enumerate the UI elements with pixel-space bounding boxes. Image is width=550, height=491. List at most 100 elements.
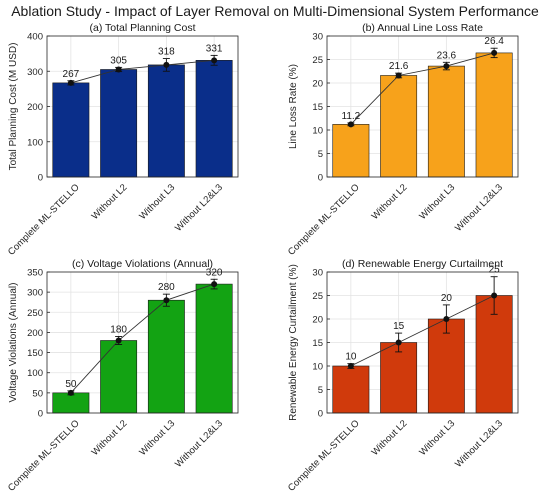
panel-1-y-axis-label: Total Planning Cost (M USD) bbox=[8, 43, 19, 171]
panel-4-y-tick-label: 5 bbox=[318, 385, 323, 396]
panel-4-bar bbox=[475, 295, 513, 414]
panel-2-y-tick-label: 30 bbox=[312, 32, 323, 43]
panel-3-y-axis-label: Voltage Violations (Annual) bbox=[8, 283, 19, 403]
panel-4-x-tick-label: Without L2 bbox=[370, 418, 410, 458]
panel-1-y-tick-label: 100 bbox=[27, 137, 43, 148]
panel-3-data-point bbox=[115, 337, 122, 344]
panel-3-y-tick-label: 150 bbox=[27, 348, 43, 359]
panel-3-value-label: 320 bbox=[206, 267, 223, 278]
panel-2-bar bbox=[427, 65, 465, 178]
panel-4-x-tick-label: Without L2&L3 bbox=[453, 418, 505, 470]
panel-2-x-tick-label: Without L2 bbox=[370, 182, 410, 222]
panel-3-value-label: 180 bbox=[110, 324, 127, 335]
panel-2-value-label: 23.6 bbox=[437, 50, 457, 61]
panel-4-value-label: 15 bbox=[393, 321, 405, 332]
panel-1-bar bbox=[100, 69, 138, 178]
panel-4-y-tick-label: 0 bbox=[318, 409, 323, 420]
panel-1-y-tick-label: 300 bbox=[27, 67, 43, 78]
panel-2-data-point bbox=[395, 72, 402, 79]
panel-4-axes-frame bbox=[326, 271, 519, 414]
panel-1-x-tick-label: Without L3 bbox=[137, 182, 177, 222]
panel-4-value-label: 20 bbox=[441, 293, 453, 304]
panel-3-y-tick-label: 200 bbox=[27, 328, 43, 339]
panel-2-title: (b) Annual Line Loss Rate bbox=[362, 22, 483, 34]
panel-4-value-label: 10 bbox=[345, 352, 357, 363]
panel-3-data-point bbox=[67, 389, 74, 396]
panel-1-y-tick-label: 0 bbox=[38, 173, 43, 184]
panel-4-data-point bbox=[491, 292, 498, 299]
panel-1-bar bbox=[52, 82, 90, 178]
panel-2-bar bbox=[475, 52, 513, 178]
panel-2-y-tick-label: 0 bbox=[318, 173, 323, 184]
panel-4-x-tick-label: Complete ML-STELLO bbox=[286, 418, 362, 491]
panel-4-data-point bbox=[395, 339, 402, 346]
panel-1-value-label: 331 bbox=[206, 43, 223, 54]
panel-1-x-tick-label: Complete ML-STELLO bbox=[6, 182, 82, 258]
panel-1-x-tick-label: Without L2 bbox=[90, 182, 130, 222]
panel-3-bar bbox=[147, 299, 185, 414]
panel-4-y-tick-label: 10 bbox=[312, 362, 323, 373]
panel-3-title: (c) Voltage Violations (Annual) bbox=[72, 258, 213, 270]
panel-2-trend-line bbox=[350, 52, 495, 125]
panel-3-y-tick-label: 300 bbox=[27, 288, 43, 299]
panel-4-x-tick-label: Without L3 bbox=[417, 418, 457, 458]
panel-2-data-point bbox=[491, 49, 498, 56]
figure-title: Ablation Study - Impact of Layer Removal… bbox=[11, 3, 539, 19]
panel-4-trend-line bbox=[350, 295, 495, 367]
panel-2-bar bbox=[380, 75, 418, 178]
panel-1-value-label: 267 bbox=[63, 69, 80, 80]
panel-1-data-point bbox=[115, 66, 122, 73]
panel-3-x-tick-label: Without L2&L3 bbox=[173, 418, 225, 470]
panel-2-value-label: 21.6 bbox=[389, 61, 409, 72]
panel-3-x-tick-label: Without L2 bbox=[90, 418, 130, 458]
panel-2-y-tick-label: 10 bbox=[312, 126, 323, 137]
panel-3-bar bbox=[195, 283, 233, 414]
panel-4-data-point bbox=[443, 316, 450, 322]
panel-4-y-tick-label: 20 bbox=[312, 315, 323, 326]
panel-4-y-tick-label: 15 bbox=[312, 338, 323, 349]
panel-1-axes-frame bbox=[46, 35, 239, 178]
panel-2-y-tick-label: 5 bbox=[318, 149, 323, 160]
panel-1-y-tick-label: 400 bbox=[27, 32, 43, 43]
panel-2-y-tick-label: 15 bbox=[312, 102, 323, 113]
panel-2-y-axis-label: Line Loss Rate (%) bbox=[288, 64, 299, 149]
panel-1-y-tick-label: 200 bbox=[27, 102, 43, 113]
panel-4-y-tick-label: 30 bbox=[312, 268, 323, 279]
panel-1-data-point bbox=[211, 57, 218, 64]
panel-2-x-tick-label: Without L3 bbox=[417, 182, 457, 222]
panel-2-bar bbox=[332, 124, 370, 178]
panel-2-data-point bbox=[347, 121, 354, 128]
panel-4-bar bbox=[427, 318, 465, 414]
panel-4-data-point bbox=[347, 363, 354, 369]
panel-2-x-tick-label: Complete ML-STELLO bbox=[286, 182, 362, 258]
panel-3-trend-line bbox=[70, 283, 215, 394]
panel-4-title: (d) Renewable Energy Curtailment bbox=[342, 258, 503, 270]
panel-1-data-point bbox=[67, 79, 74, 86]
panel-3-data-point bbox=[163, 297, 170, 304]
panel-2-y-tick-label: 20 bbox=[312, 79, 323, 90]
panel-3-y-tick-label: 50 bbox=[32, 388, 43, 399]
panel-4-y-tick-label: 25 bbox=[312, 291, 323, 302]
panel-2-axes-frame bbox=[326, 35, 519, 178]
panel-1-value-label: 318 bbox=[158, 47, 175, 58]
panel-3-axes-frame bbox=[46, 271, 239, 414]
panel-4-bar bbox=[380, 342, 418, 414]
panel-1-value-label: 305 bbox=[110, 55, 127, 66]
panel-3-value-label: 50 bbox=[65, 379, 77, 390]
panel-2-y-tick-label: 25 bbox=[312, 55, 323, 66]
panel-4-y-axis-label: Renewable Energy Curtailment (%) bbox=[288, 264, 299, 421]
panel-4-bar bbox=[332, 365, 370, 414]
panel-3-y-tick-label: 100 bbox=[27, 368, 43, 379]
panel-1-bar bbox=[195, 60, 233, 178]
panel-1-data-point bbox=[163, 61, 170, 68]
panel-2-data-point bbox=[443, 63, 450, 70]
panel-4-value-label: 25 bbox=[489, 265, 501, 276]
panel-3-y-tick-label: 250 bbox=[27, 308, 43, 319]
panel-3-value-label: 280 bbox=[158, 282, 175, 293]
panel-3-y-tick-label: 0 bbox=[38, 409, 43, 420]
panel-2-x-tick-label: Without L2&L3 bbox=[453, 182, 505, 234]
panel-3-bar bbox=[52, 392, 90, 414]
panel-3-bar bbox=[100, 340, 138, 414]
